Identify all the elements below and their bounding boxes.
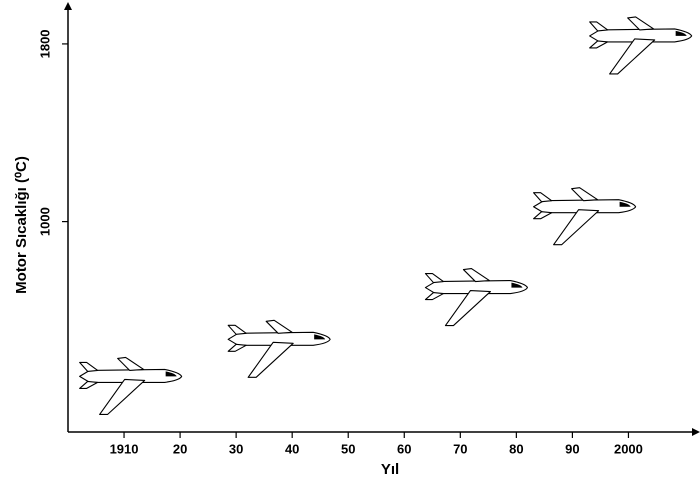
wing-upper — [118, 357, 144, 370]
x-tick-label: 60 — [397, 441, 411, 456]
y-tick-label: 1800 — [37, 29, 52, 58]
x-tick-label: 1910 — [110, 441, 139, 456]
x-axis-title: Yıl — [381, 461, 399, 478]
aircraft-point — [534, 188, 636, 245]
wing — [610, 39, 655, 74]
aircraft-point — [228, 320, 330, 377]
x-tick-label: 50 — [341, 441, 355, 456]
chart: Yıl Motor Sıcaklığı (⁰C) 1910 20 30 40 50 60 7… — [0, 0, 700, 484]
aircraft-point — [590, 17, 692, 74]
x-tick-label: 70 — [453, 441, 467, 456]
aircraft-point — [425, 269, 527, 326]
x-tick-label: 2000 — [614, 441, 643, 456]
y-axis-title: Motor Sıcaklığı (⁰C) — [13, 156, 30, 294]
wing — [445, 291, 490, 326]
x-tick-label: 90 — [565, 441, 579, 456]
x-axis-arrow — [692, 428, 700, 436]
wing-upper — [463, 269, 489, 282]
wing-upper — [266, 320, 292, 333]
x-tick-label: 80 — [509, 441, 523, 456]
x-tick-label: 30 — [229, 441, 243, 456]
wing — [100, 379, 145, 414]
x-tick-label: 20 — [173, 441, 187, 456]
x-tick-label: 40 — [285, 441, 299, 456]
y-axis-arrow — [64, 2, 72, 10]
wing-upper — [572, 188, 598, 201]
y-tick-label: 1000 — [37, 207, 52, 236]
aircraft-point — [80, 357, 182, 414]
wing — [554, 210, 599, 245]
wing — [248, 342, 293, 377]
wing-upper — [628, 17, 654, 30]
